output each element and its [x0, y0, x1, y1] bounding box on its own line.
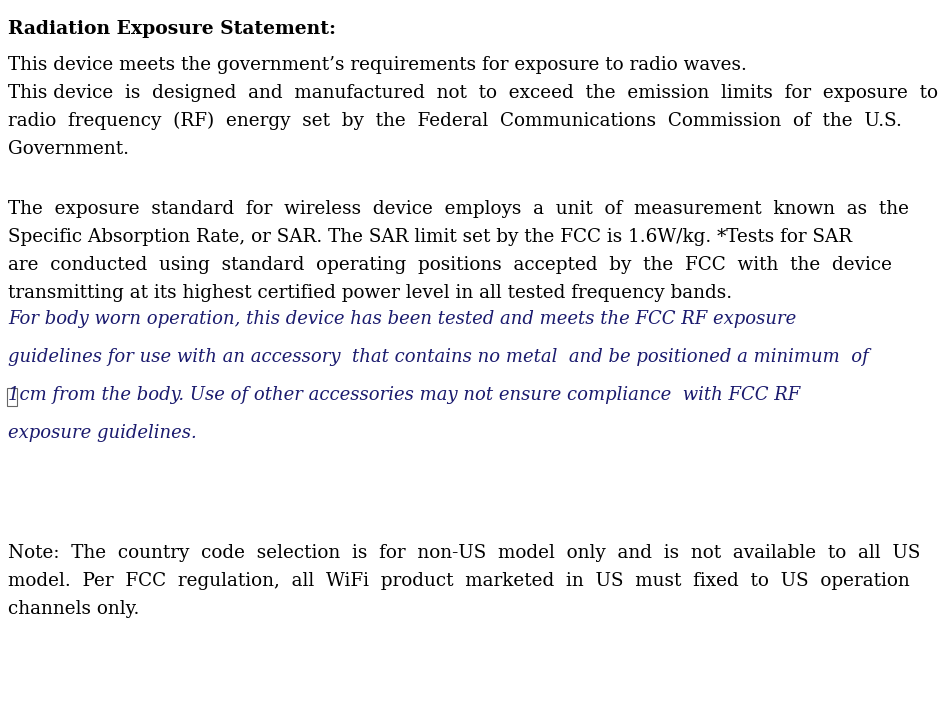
- Text: 1cm from the body. Use of other accessories may not ensure compliance  with FCC : 1cm from the body. Use of other accessor…: [8, 386, 801, 404]
- Text: This device  is  designed  and  manufactured  not  to  exceed  the  emission  li: This device is designed and manufactured…: [8, 84, 938, 102]
- Text: Radiation Exposure Statement:: Radiation Exposure Statement:: [8, 20, 336, 38]
- Text: model.  Per  FCC  regulation,  all  WiFi  product  marketed  in  US  must  fixed: model. Per FCC regulation, all WiFi prod…: [8, 572, 910, 590]
- Text: radio  frequency  (RF)  energy  set  by  the  Federal  Communications  Commissio: radio frequency (RF) energy set by the F…: [8, 111, 902, 130]
- Text: This device meets the government’s requirements for exposure to radio waves.: This device meets the government’s requi…: [8, 56, 747, 74]
- Text: are  conducted  using  standard  operating  positions  accepted  by  the  FCC  w: are conducted using standard operating p…: [8, 256, 892, 274]
- Text: channels only.: channels only.: [8, 600, 140, 618]
- Text: Note:  The  country  code  selection  is  for  non-US  model  only  and  is  not: Note: The country code selection is for …: [8, 544, 920, 562]
- Text: For body worn operation, this device has been tested and meets the FCC RF exposu: For body worn operation, this device has…: [8, 310, 796, 328]
- Text: exposure guidelines.: exposure guidelines.: [8, 424, 196, 442]
- Text: guidelines for use with an accessory  that contains no metal  and be positioned : guidelines for use with an accessory tha…: [8, 348, 868, 366]
- Text: The  exposure  standard  for  wireless  device  employs  a  unit  of  measuremen: The exposure standard for wireless devic…: [8, 200, 909, 218]
- Text: Specific Absorption Rate, or SAR. The SAR limit set by the FCC is 1.6W/kg. *Test: Specific Absorption Rate, or SAR. The SA…: [8, 228, 852, 246]
- Text: transmitting at its highest certified power level in all tested frequency bands.: transmitting at its highest certified po…: [8, 284, 733, 302]
- Bar: [7, 388, 17, 406]
- Text: Government.: Government.: [8, 140, 129, 158]
